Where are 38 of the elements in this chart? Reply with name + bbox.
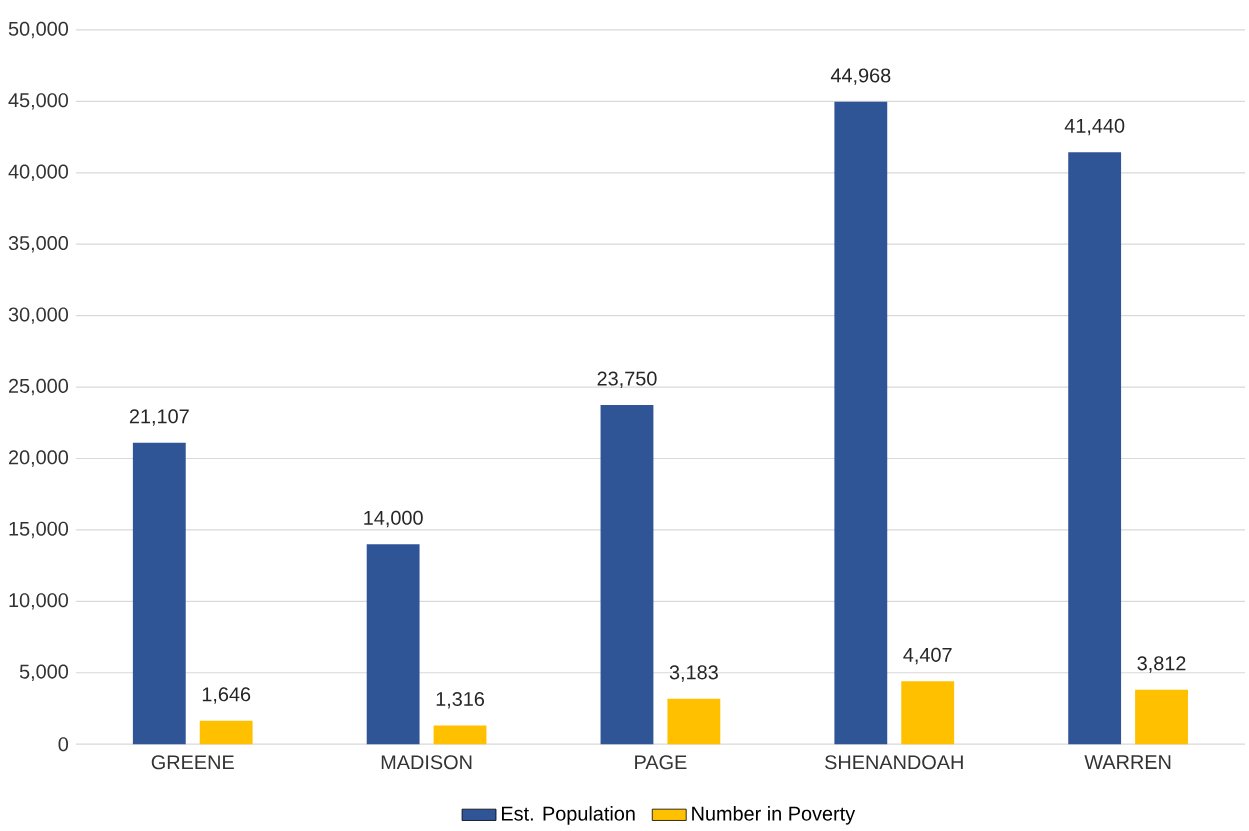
y-tick-label: 10,000 — [9, 592, 69, 610]
y-tick-label: 20,000 — [9, 450, 69, 467]
y-tick-label: 45,000 — [8, 92, 69, 110]
y-tick-label: 35,000 — [8, 235, 69, 253]
data-label: 3,183 — [669, 665, 718, 682]
data-label: 1,646 — [202, 687, 251, 704]
data-label: 21,107 — [129, 409, 189, 426]
data-label: 41,440 — [1064, 118, 1125, 136]
bar — [132, 442, 186, 744]
data-label: 23,750 — [597, 371, 657, 388]
bar — [433, 725, 487, 744]
y-tick-label: 0 — [58, 736, 69, 752]
bar — [834, 101, 888, 744]
y-tick-label: 5,000 — [19, 664, 69, 681]
y-tick-label: 30,000 — [8, 307, 69, 324]
data-label: 44,968 — [830, 68, 891, 85]
y-tick-label: 25,000 — [9, 378, 69, 396]
bar — [199, 720, 253, 744]
y-tick-label: 15,000 — [9, 521, 69, 538]
data-label: 1,316 — [436, 691, 485, 709]
x-tick-label: MADISON — [381, 755, 472, 770]
x-tick-label: SHENANDOAH — [825, 755, 963, 770]
bar — [1068, 151, 1122, 744]
bar — [600, 404, 654, 744]
bar — [1135, 689, 1188, 744]
bar — [667, 698, 721, 744]
data-label: 14,000 — [364, 510, 423, 527]
x-tick-label: WARREN — [1084, 754, 1171, 769]
bar — [901, 681, 955, 744]
legend-label: Number in Poverty — [692, 805, 856, 825]
y-tick-label: 50,000 — [8, 21, 69, 38]
x-tick-label: PAGE — [635, 755, 687, 770]
data-label: 4,407 — [903, 647, 952, 665]
data-label: 3,812 — [1137, 656, 1186, 673]
bar — [366, 543, 420, 744]
y-tick-label: 40,000 — [8, 164, 69, 181]
legend-label: Est. Population — [502, 805, 635, 825]
x-tick-label: GREENE — [151, 755, 234, 770]
